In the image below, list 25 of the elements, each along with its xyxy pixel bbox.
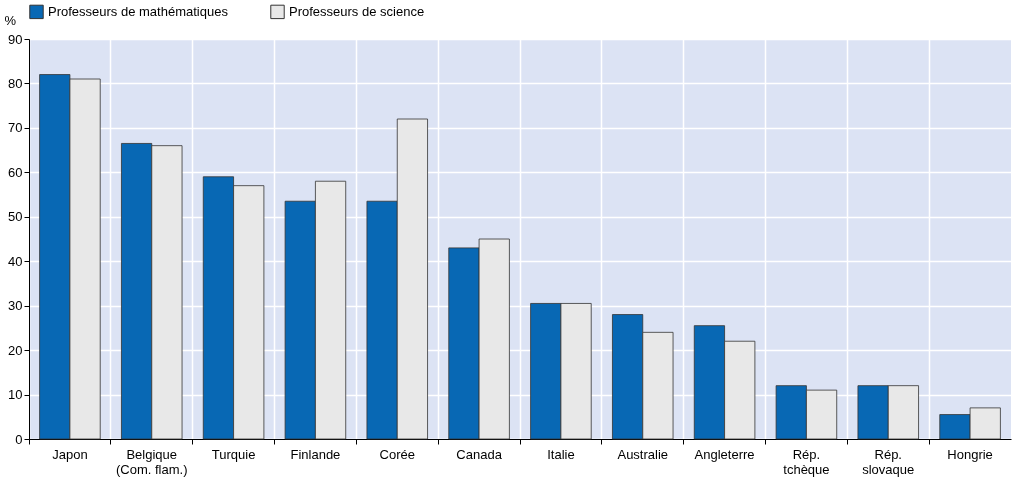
x-tick-label: Rép. slovaque [862,446,915,477]
x-tick-label: Japon [52,446,88,462]
y-tick-label: 70 [8,120,23,136]
x-tick-label: Australie [617,446,669,462]
y-tick-label: 60 [8,164,23,180]
x-tick-label: Hongrie [947,446,993,462]
x-tick-label: Belgique (Com. flam.) [116,446,188,477]
x-tick-label: Italie [547,446,575,462]
y-tick-label: 80 [8,75,23,91]
y-tick-label: 50 [8,209,23,225]
y-axis-title: % [4,12,17,28]
y-tick-label: 10 [8,387,23,403]
legend-label: Professeurs de science [289,3,425,19]
y-tick-label: 40 [8,253,23,269]
x-tick-label: Corée [379,446,415,462]
x-tick-label: Rép. tchèque [783,446,830,477]
y-tick-label: 30 [8,298,23,314]
x-tick-label: Turquie [211,446,256,462]
y-tick-label: 90 [8,31,23,47]
x-tick-label: Finlande [290,446,341,462]
legend-label: Professeurs de mathématiques [48,3,229,19]
y-tick-label: 20 [8,342,23,358]
y-tick-label: 0 [15,431,23,447]
x-tick-label: Canada [456,446,503,462]
x-tick-label: Angleterre [694,446,755,462]
